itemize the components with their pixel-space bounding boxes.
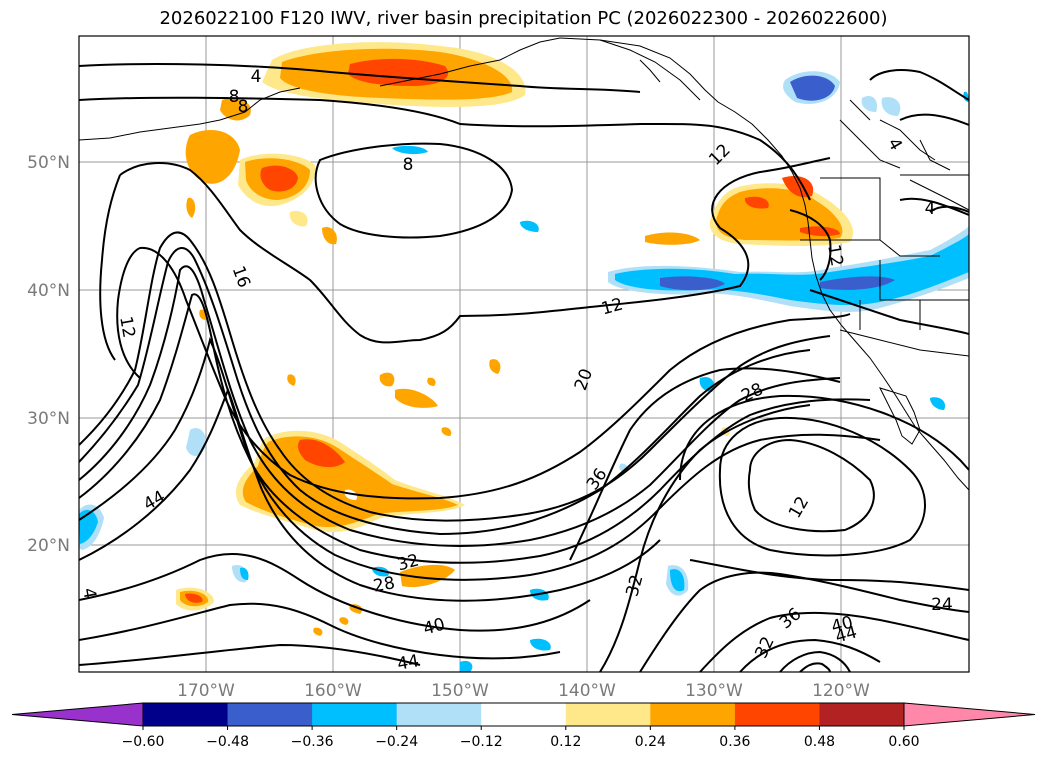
colorbar-segment — [734, 703, 820, 726]
contour-label: 28 — [372, 573, 397, 596]
colorbar-extend-high — [903, 702, 1036, 727]
colorbar-segment — [565, 703, 651, 726]
contour-label: 24 — [931, 595, 953, 615]
lat-tick-50n: 50°N — [27, 153, 70, 173]
colorbar-frame — [142, 702, 905, 727]
contour-label: 8 — [238, 97, 249, 117]
lon-tick-150w: 150°W — [431, 681, 489, 701]
colorbar-tick-label: −0.12 — [460, 734, 503, 750]
lon-tick-130w: 130°W — [685, 681, 743, 701]
colorbar-tick-label: −0.48 — [206, 734, 249, 750]
colorbar-segment — [227, 703, 313, 726]
colorbar: −0.60 −0.48 −0.36 −0.24 −0.12 0.12 0.24 0.36 0.4… — [11, 702, 1036, 750]
colorbar-segment — [650, 703, 736, 726]
colorbar-tick-label: 0.12 — [550, 734, 581, 750]
lat-tick-40n: 40°N — [27, 281, 70, 301]
lon-tick-160w: 160°W — [304, 681, 362, 701]
colorbar-segment — [481, 703, 567, 726]
colorbar-tick-label: 0.48 — [804, 734, 835, 750]
iwv-contours — [79, 63, 969, 672]
contour-label: 8 — [229, 87, 240, 107]
contour-label: 44 — [396, 651, 421, 674]
contour-label: 4 — [925, 199, 936, 219]
precip-anomaly-fill — [79, 42, 969, 672]
lat-tick-30n: 30°N — [27, 409, 70, 429]
colorbar-tick-label: −0.60 — [122, 734, 165, 750]
country-borders — [599, 39, 936, 161]
colorbar-tick-label: 0.24 — [635, 734, 666, 750]
colorbar-extend-low — [11, 702, 144, 727]
map-title: 2026022100 F120 IWV, river basin precipi… — [159, 8, 888, 29]
colorbar-segment — [396, 703, 482, 726]
colorbar-tick-label: 0.60 — [888, 734, 919, 750]
contour-label: 4 — [78, 586, 100, 600]
colorbar-tick-label: −0.36 — [291, 734, 334, 750]
contour-label: 12 — [115, 315, 138, 340]
contour-label: 8 — [403, 155, 414, 175]
lat-ticks: 50°N 40°N 30°N 20°N — [27, 153, 70, 556]
map-frame — [78, 35, 970, 673]
lon-ticks: 170°W 160°W 150°W 140°W 130°W 120°W — [177, 681, 870, 701]
colorbar-segment — [312, 703, 398, 726]
colorbar-segment — [819, 703, 905, 726]
lon-tick-140w: 140°W — [558, 681, 616, 701]
lat-tick-20n: 20°N — [27, 536, 70, 556]
colorbar-tick-label: −0.24 — [375, 734, 418, 750]
contour-label: 4 — [251, 67, 262, 87]
lon-tick-120w: 120°W — [812, 681, 870, 701]
lon-tick-170w: 170°W — [177, 681, 235, 701]
colorbar-segment — [143, 703, 229, 726]
contour-label: 12 — [823, 243, 846, 268]
colorbar-tick-label: 0.36 — [719, 734, 750, 750]
